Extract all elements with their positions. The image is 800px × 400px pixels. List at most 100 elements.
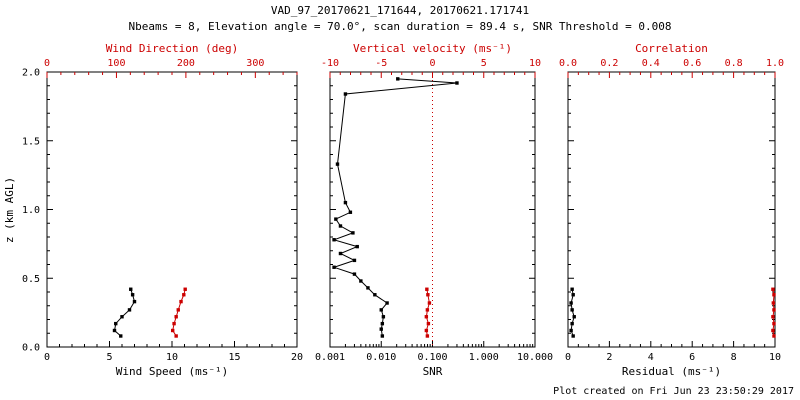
- data-point-marker: [380, 321, 385, 326]
- data-point-marker: [176, 308, 180, 312]
- data-point-marker: [338, 224, 343, 228]
- data-point-marker: [771, 301, 776, 305]
- top-tick-label: 300: [246, 58, 264, 69]
- bottom-tick-label: 4: [648, 352, 654, 363]
- data-point-marker: [425, 334, 430, 338]
- data-point-marker: [127, 308, 132, 312]
- bottom-tick-label: 0.010: [366, 352, 396, 363]
- data-point-marker: [179, 299, 183, 304]
- data-point-marker: [426, 293, 430, 297]
- panel-2: 0.001 0.010 0.100 1.000 10.000 SNR -10 -5 0 5 10 Ve…: [315, 42, 553, 378]
- series-wind-direction: [170, 287, 187, 338]
- data-point-marker: [174, 315, 178, 319]
- bottom-tick-label: 20: [291, 352, 303, 363]
- data-point-marker: [366, 286, 370, 290]
- top-tick-label: 0.2: [600, 58, 618, 69]
- plot-subtitle: Nbeams = 8, Elevation angle = 70.0°, sca…: [128, 20, 672, 33]
- data-point-marker: [425, 287, 429, 291]
- data-point-marker: [772, 321, 776, 326]
- y-tick-label: 0.5: [22, 274, 40, 285]
- bottom-tick-label: 0: [565, 352, 571, 363]
- panel-3-top-axis-label: Correlation: [635, 42, 708, 55]
- data-point-marker: [343, 200, 348, 205]
- y-tick-label: 1.0: [22, 205, 40, 216]
- data-point-marker: [182, 293, 186, 297]
- panel-3-bottom-axis-label: Residual (ms⁻¹): [622, 365, 721, 378]
- top-tick-label: 0: [429, 58, 435, 69]
- y-axis-label: z (km AGL): [3, 177, 16, 243]
- data-point-marker: [385, 301, 389, 305]
- data-point-marker: [424, 328, 429, 333]
- data-point-marker: [174, 334, 178, 338]
- bottom-tick-label: 10: [166, 352, 178, 363]
- data-point-marker: [427, 301, 432, 305]
- series-wind-speed: [112, 287, 137, 338]
- bottom-tick-label: 0: [44, 352, 50, 363]
- top-tick-label: 0.0: [559, 58, 577, 69]
- plot-created-timestamp: Plot created on Fri Jun 23 23:50:29 2017: [553, 386, 794, 397]
- data-point-marker: [571, 293, 575, 297]
- data-point-marker: [569, 301, 573, 305]
- bottom-tick-label: 2: [606, 352, 612, 363]
- data-point-marker: [396, 77, 400, 81]
- bottom-tick-label: 8: [731, 352, 737, 363]
- top-tick-label: 100: [107, 58, 125, 69]
- data-point-marker: [132, 299, 137, 304]
- panel-2-frame: [329, 71, 536, 348]
- series-vertical-velocity: [424, 287, 432, 338]
- data-point-marker: [352, 258, 357, 263]
- panel-2-bottom-axis-label: SNR: [423, 365, 443, 378]
- data-point-marker: [571, 334, 575, 338]
- data-point-marker: [426, 321, 431, 326]
- data-point-marker: [332, 238, 336, 242]
- data-point-marker: [379, 327, 383, 331]
- data-point-marker: [114, 321, 118, 326]
- data-point-marker: [381, 315, 386, 319]
- data-point-marker: [334, 217, 338, 221]
- data-point-marker: [170, 328, 175, 333]
- data-point-marker: [772, 334, 776, 338]
- data-point-marker: [172, 321, 176, 326]
- data-point-marker: [379, 308, 383, 312]
- top-tick-label: 1.0: [766, 58, 784, 69]
- data-point-marker: [570, 287, 574, 291]
- data-point-marker: [570, 308, 574, 312]
- panel-1-bottom-axis-label: Wind Speed (ms⁻¹): [116, 365, 229, 378]
- series-correlation: [771, 287, 776, 338]
- data-point-marker: [352, 272, 357, 276]
- panel-1: 0.0 0.5 1.0 1.5 2.0 0 5 10 15 20 Wind Speed (ms⁻¹)…: [22, 42, 303, 378]
- data-point-marker: [338, 251, 343, 256]
- data-point-marker: [359, 279, 363, 283]
- bottom-tick-label: 5: [106, 352, 112, 363]
- data-point-marker: [771, 328, 775, 333]
- top-tick-label: 0.6: [683, 58, 701, 69]
- data-point-marker: [348, 210, 353, 214]
- top-tick-label: 0.8: [725, 58, 743, 69]
- data-point-marker: [569, 328, 573, 333]
- series-snr: [332, 77, 459, 338]
- top-tick-label: 0.4: [642, 58, 660, 69]
- top-tick-label: -5: [375, 58, 387, 69]
- data-point-marker: [425, 308, 430, 312]
- panel-1-frame: [46, 71, 298, 348]
- bottom-tick-label: 0.100: [417, 352, 447, 363]
- data-point-marker: [380, 334, 385, 338]
- bottom-tick-label: 10.000: [517, 352, 553, 363]
- data-point-marker: [772, 293, 776, 297]
- data-point-marker: [343, 92, 348, 96]
- data-point-marker: [335, 162, 340, 166]
- data-point-marker: [130, 293, 135, 297]
- top-tick-label: 10: [529, 58, 541, 69]
- top-tick-label: 200: [177, 58, 195, 69]
- bottom-tick-label: 6: [689, 352, 695, 363]
- data-point-marker: [455, 81, 459, 85]
- data-point-marker: [572, 315, 576, 319]
- data-point-marker: [332, 265, 336, 269]
- data-point-marker: [771, 287, 775, 291]
- y-tick-label: 2.0: [22, 68, 40, 79]
- data-point-marker: [771, 315, 775, 319]
- data-point-marker: [772, 308, 776, 312]
- data-point-marker: [112, 328, 117, 333]
- plot-title: VAD_97_20170621_171644, 20170621.171741: [270, 4, 530, 17]
